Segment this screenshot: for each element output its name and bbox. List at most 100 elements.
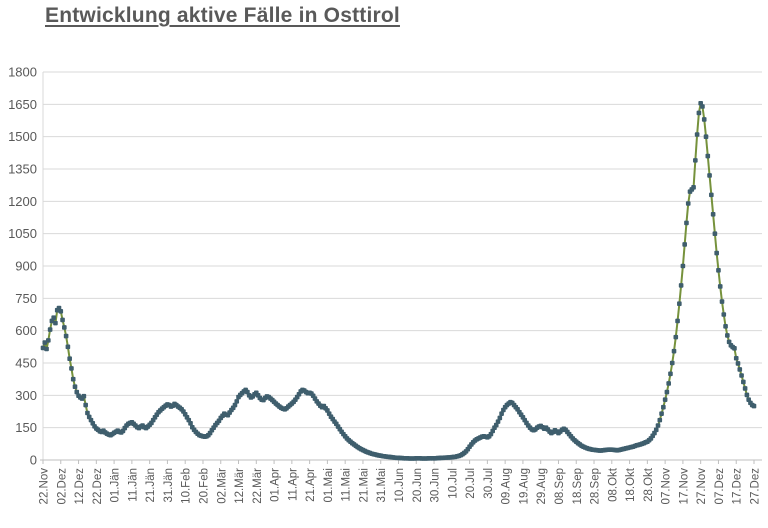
y-axis-label: 1200 [8,194,37,209]
data-point [69,366,74,371]
data-point [751,403,757,409]
data-point [721,312,727,317]
x-axis-label: 12.Mär [234,468,246,504]
x-axis-label: 10.Feb [181,468,193,504]
x-axis-label: 20.Jul [465,468,477,499]
data-point [712,231,718,236]
data-point [716,268,721,273]
data-point [739,373,744,378]
x-axis-label: 21.Apr [305,468,317,502]
data-point [188,421,193,426]
data-point [709,192,714,198]
data-point [668,371,673,377]
data-point [497,415,503,421]
gridlines [43,71,762,429]
x-axis-label: 17.Dez [732,468,744,505]
data-point [669,360,675,366]
data-point [44,346,49,352]
x-axis-label: 11.Mai [341,468,353,502]
x-axis-label: 20.Jun [412,468,424,503]
data-point [707,173,712,178]
data-point [693,158,698,163]
data-point [657,417,663,423]
data-point [719,299,725,304]
data-point [234,399,240,404]
x-axis-label: 30.Jul [483,468,495,499]
x-axis-label: 29.Aug [536,468,548,504]
data-point [723,324,728,329]
data-point [732,346,737,351]
data-point [675,318,680,324]
y-axis-label: 750 [15,291,37,306]
y-axis-label: 1500 [8,129,37,144]
data-point [63,333,69,339]
data-point [700,104,705,109]
x-axis-label: 27.Nov [696,468,708,505]
data-series [40,100,757,461]
data-point [70,376,76,382]
data-point [703,134,709,139]
data-point [701,117,707,122]
data-point [653,427,659,433]
data-point [725,333,730,338]
x-axis-label: 21.Jän [145,468,157,503]
data-point [46,338,51,343]
data-point [678,283,684,288]
data-point [83,402,88,408]
data-point [47,327,53,332]
series-line [42,102,755,460]
data-point [662,397,668,402]
y-axis-label: 450 [15,356,37,371]
x-axis-label: 01.Jän [110,468,122,503]
x-axis-label: 10.Jun [394,468,406,503]
data-point [742,386,748,391]
x-axis-label: 22.Nov [39,468,51,505]
x-axis-label: 31.Jän [163,468,175,503]
data-point [714,250,719,256]
data-point [85,410,90,416]
y-axis-label: 1050 [8,226,37,241]
x-axis-label: 31.Mai [376,468,388,503]
data-point [661,404,666,410]
data-point [677,301,682,307]
x-axis-label: 22.Dez [92,468,104,505]
data-point [733,355,739,361]
data-point [74,389,80,395]
x-axis-label: 28.Sep [590,468,602,504]
y-axis-label: 600 [15,323,37,338]
x-axis-label: 11.Jän [127,468,139,502]
data-point [737,367,743,372]
x-axis-label: 17.Nov [678,468,690,505]
x-axis-label: 01.Mai [323,468,335,503]
x-axis-label: 22.Mär [252,468,264,504]
data-point [705,153,711,159]
x-axis-label: 02.Mär [216,468,228,504]
chart-title: Entwicklung aktive Fälle in Osttirol [45,4,400,27]
data-point [717,284,723,289]
axes [40,72,762,464]
data-point [42,340,48,345]
x-axis-label: 01.Apr [270,468,282,502]
data-point [685,201,691,206]
y-axis-label: 0 [30,453,37,468]
data-point [741,379,746,385]
y-axis-label: 1800 [8,65,37,80]
y-axis-label: 1650 [8,97,37,112]
y-axis-label: 150 [15,420,37,435]
x-axis-label: 28.Okt [643,467,655,502]
data-point [673,334,679,340]
x-axis-label: 21.Mai [358,468,370,503]
data-point [60,317,65,323]
x-axis-label: 08.Okt [607,467,619,502]
data-point [671,348,677,354]
x-axis-label: 09.Aug [501,468,513,504]
data-point [232,402,238,408]
x-axis-label: 18.Sep [572,468,584,504]
data-point [40,345,46,351]
data-point [691,185,696,190]
data-point [65,344,71,350]
x-axis-label: 19.Aug [518,468,530,504]
x-axis-label: 08.Sep [554,468,566,504]
data-point [495,419,501,424]
